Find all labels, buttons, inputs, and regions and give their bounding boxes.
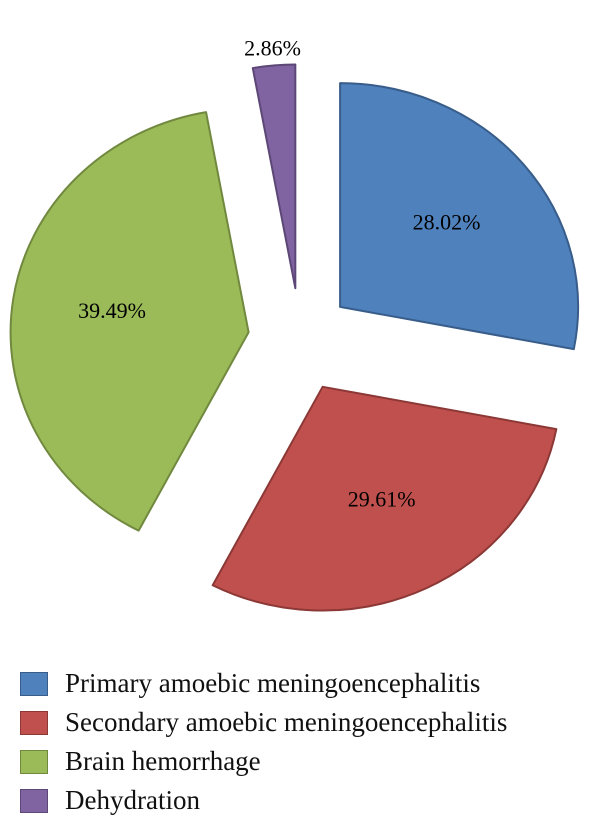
data-label: 28.02%: [413, 209, 481, 234]
pie-slice-secondary-amoebic-meningoencephalitis: [211, 385, 558, 612]
legend-item: Primary amoebic meningoencephalitis: [20, 664, 590, 703]
pie-slice-primary-amoebic-meningoencephalitis: [339, 82, 580, 351]
legend-label: Primary amoebic meningoencephalitis: [65, 668, 481, 698]
legend-swatch: [20, 671, 48, 696]
legend-swatch: [20, 788, 48, 813]
legend-label: Dehydration: [65, 785, 200, 815]
legend-swatch: [20, 710, 48, 735]
pie-slice-brain-hemorrhage: [9, 111, 250, 532]
data-label: 39.49%: [78, 298, 146, 323]
pie-slice-dehydration: [251, 63, 297, 290]
data-label: 29.61%: [348, 487, 416, 512]
legend-swatch: [20, 749, 48, 774]
legend-item: Secondary amoebic meningoencephalitis: [20, 703, 590, 742]
legend-item: Brain hemorrhage: [20, 742, 590, 781]
legend: Primary amoebic meningoencephalitis Secon…: [20, 664, 590, 820]
pie-chart: 28.02% 29.61% 39.49% 2.86%: [9, 35, 580, 612]
legend-label: Secondary amoebic meningoencephalitis: [65, 707, 508, 737]
data-label: 2.86%: [244, 35, 301, 60]
legend-item: Dehydration: [20, 781, 590, 820]
legend-label: Brain hemorrhage: [65, 746, 261, 776]
